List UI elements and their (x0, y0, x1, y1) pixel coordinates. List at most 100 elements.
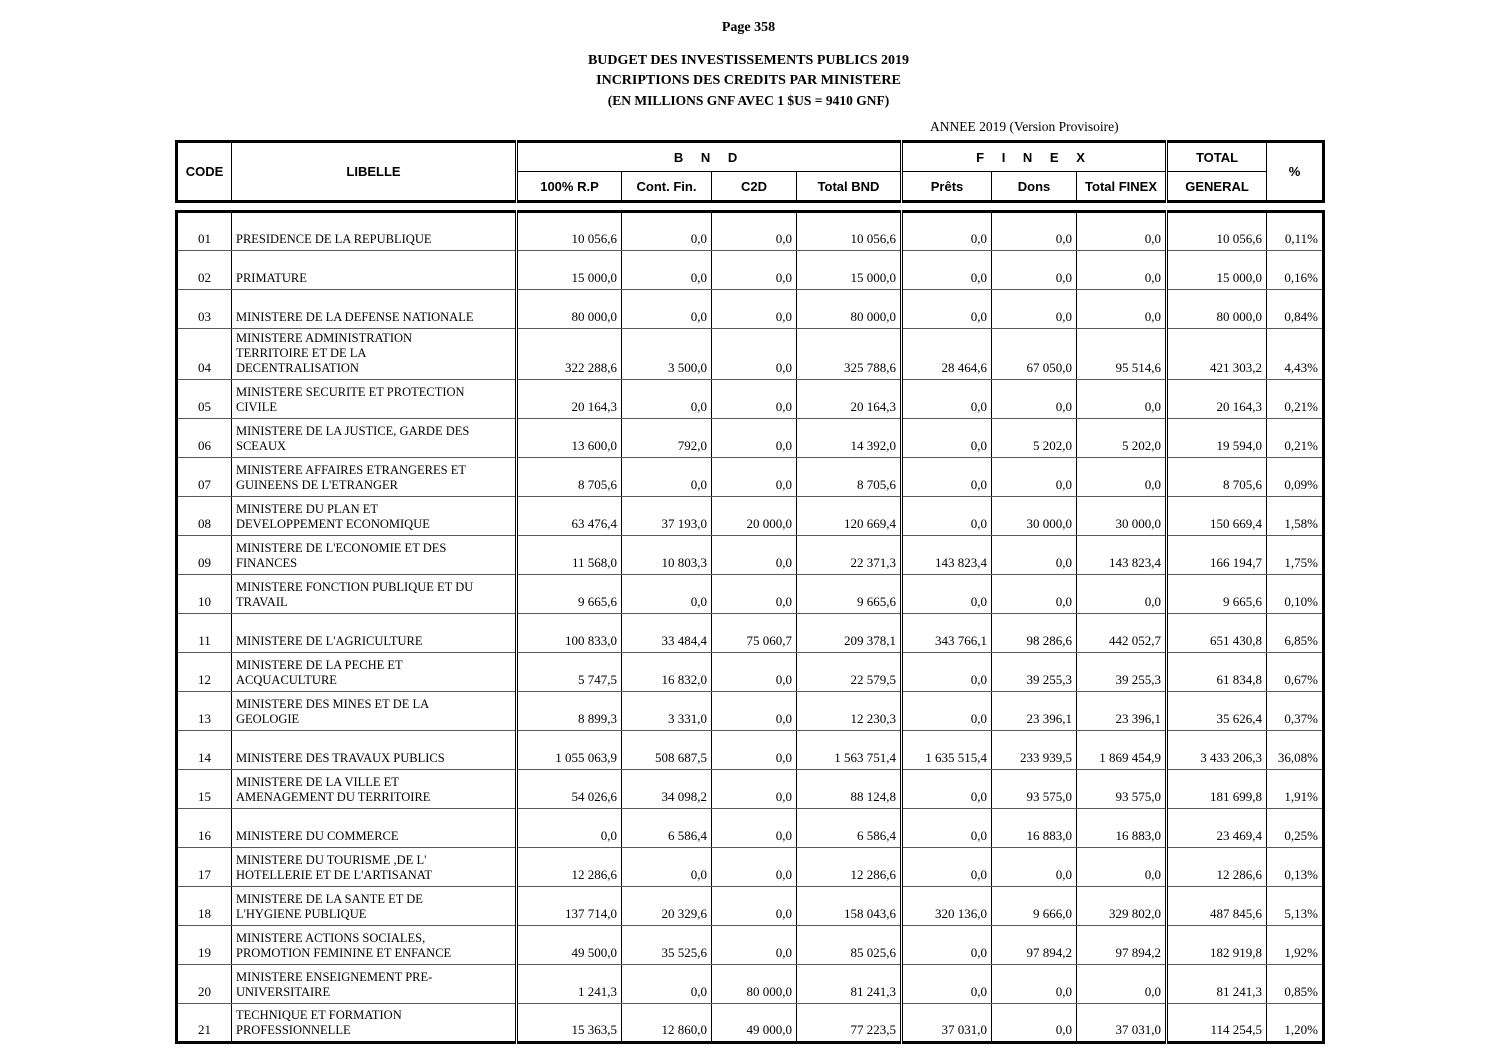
cell-100rp: 63 476,4 (515, 496, 622, 536)
table-row: 15 MINISTERE DE LA VILLE ET AMENAGEMENT … (176, 769, 1324, 809)
cell-100rp: 80 000,0 (515, 289, 622, 329)
cell-total-general: 150 669,4 (1165, 496, 1267, 536)
cell-cont-fin: 16 832,0 (621, 652, 712, 692)
cell-c2d: 49 000,0 (711, 1003, 797, 1043)
cell-cont-fin: 0,0 (621, 211, 712, 251)
cell-percent: 1,58% (1266, 496, 1324, 536)
col-header-100rp: 100% R.P (515, 171, 622, 202)
cell-percent: 5,13% (1266, 886, 1324, 926)
cell-total-finex: 16 883,0 (1076, 808, 1167, 848)
row-code: 19 (176, 925, 232, 965)
cell-100rp: 10 056,6 (515, 211, 622, 251)
row-libelle: MINISTERE DE LA DEFENSE NATIONALE (231, 289, 517, 329)
cell-total-bnd: 120 669,4 (796, 496, 902, 536)
cell-total-bnd: 88 124,8 (796, 769, 902, 809)
cell-c2d: 0,0 (711, 379, 797, 419)
cell-cont-fin: 0,0 (621, 250, 712, 290)
row-libelle: PRESIDENCE DE LA REPUBLIQUE (231, 211, 517, 251)
title-line-2: INCRIPTIONS DES CREDITS PAR MINISTERE (596, 73, 901, 88)
table-row: 13 MINISTERE DES MINES ET DE LA GEOLOGIE… (176, 691, 1324, 731)
cell-total-bnd: 22 579,5 (796, 652, 902, 692)
cell-total-bnd: 12 286,6 (796, 847, 902, 887)
cell-dons: 98 286,6 (991, 613, 1077, 653)
cell-percent: 1,92% (1266, 925, 1324, 965)
cell-total-general: 3 433 206,3 (1165, 730, 1267, 770)
cell-100rp: 137 714,0 (515, 886, 622, 926)
row-code: 16 (176, 808, 232, 848)
col-header-total-bnd: Total BND (795, 171, 903, 202)
cell-100rp: 13 600,0 (515, 418, 622, 458)
cell-total-finex: 0,0 (1076, 250, 1167, 290)
table-row: 08 MINISTERE DU PLAN ET DEVELOPPEMENT EC… (176, 496, 1324, 536)
col-header-prets: Prêts (900, 171, 993, 202)
row-code: 17 (176, 847, 232, 887)
cell-100rp: 11 568,0 (515, 535, 622, 575)
cell-total-general: 8 705,6 (1165, 457, 1267, 497)
cell-percent: 0,25% (1266, 808, 1324, 848)
table-row: 14 MINISTERE DES TRAVAUX PUBLICS 1 055 0… (176, 730, 1324, 770)
table-row: 18 MINISTERE DE LA SANTE ET DE L'HYGIENE… (176, 886, 1324, 926)
cell-c2d: 20 000,0 (711, 496, 797, 536)
cell-total-general: 421 303,2 (1165, 328, 1267, 380)
row-code: 20 (176, 964, 232, 1004)
header-row-groups: CODE LIBELLE B N D F I N E X TOTAL % (176, 141, 1325, 202)
table-row: 09 MINISTERE DE L'ECONOMIE ET DES FINANC… (176, 535, 1324, 575)
cell-c2d: 0,0 (711, 535, 797, 575)
cell-total-bnd: 80 000,0 (796, 289, 902, 329)
cell-prets: 28 464,6 (900, 328, 992, 380)
cell-percent: 0,16% (1266, 250, 1324, 290)
cell-dons: 0,0 (991, 250, 1077, 290)
cell-total-finex: 23 396,1 (1076, 691, 1167, 731)
col-group-bnd: B N D (514, 141, 903, 172)
table-row: 19 MINISTERE ACTIONS SOCIALES, PROMOTION… (176, 925, 1324, 965)
cell-percent: 4,43% (1266, 328, 1324, 380)
cell-dons: 23 396,1 (991, 691, 1077, 731)
cell-prets: 0,0 (900, 379, 992, 419)
cell-c2d: 75 060,7 (711, 613, 797, 653)
row-code: 21 (176, 1003, 232, 1043)
row-libelle: PRIMATURE (231, 250, 517, 290)
row-libelle: MINISTERE DU TOURISME ,DE L' HOTELLERIE … (231, 847, 517, 887)
cell-prets: 343 766,1 (900, 613, 992, 653)
cell-dons: 233 939,5 (991, 730, 1077, 770)
cell-total-bnd: 22 371,3 (796, 535, 902, 575)
title-line-3: (EN MILLIONS GNF AVEC 1 $US = 9410 GNF) (607, 93, 890, 108)
cell-total-bnd: 77 223,5 (796, 1003, 902, 1043)
cell-percent: 0,21% (1266, 418, 1324, 458)
cell-cont-fin: 35 525,6 (621, 925, 712, 965)
cell-total-general: 9 665,6 (1165, 574, 1267, 614)
cell-total-bnd: 15 000,0 (796, 250, 902, 290)
cell-percent: 0,37% (1266, 691, 1324, 731)
cell-dons: 5 202,0 (991, 418, 1077, 458)
table-row: 07 MINISTERE AFFAIRES ETRANGERES ET GUIN… (176, 457, 1324, 497)
row-libelle: MINISTERE SECURITE ET PROTECTION CIVILE (231, 379, 517, 419)
table-header: CODE LIBELLE B N D F I N E X TOTAL % 100… (175, 140, 1326, 203)
row-code: 11 (176, 613, 232, 653)
row-libelle: MINISTERE DE LA PECHE ET ACQUACULTURE (231, 652, 517, 692)
cell-dons: 0,0 (991, 535, 1077, 575)
cell-100rp: 1 055 063,9 (515, 730, 622, 770)
col-header-percent: % (1266, 141, 1325, 202)
cell-total-bnd: 158 043,6 (796, 886, 902, 926)
cell-total-bnd: 14 392,0 (796, 418, 902, 458)
cell-total-finex: 39 255,3 (1076, 652, 1167, 692)
table-row: 20 MINISTERE ENSEIGNEMENT PRE- UNIVERSIT… (176, 964, 1324, 1004)
row-libelle: MINISTERE DE LA VILLE ET AMENAGEMENT DU … (231, 769, 517, 809)
cell-c2d: 0,0 (711, 250, 797, 290)
cell-dons: 0,0 (991, 574, 1077, 614)
cell-c2d: 0,0 (711, 328, 797, 380)
cell-prets: 0,0 (900, 211, 992, 251)
col-header-libelle: LIBELLE (231, 141, 517, 202)
table-row: 04 MINISTERE ADMINISTRATION TERRITOIRE E… (176, 328, 1324, 380)
cell-percent: 0,21% (1266, 379, 1324, 419)
cell-total-finex: 0,0 (1076, 289, 1167, 329)
cell-prets: 320 136,0 (900, 886, 992, 926)
cell-dons: 0,0 (991, 964, 1077, 1004)
row-libelle: MINISTERE ENSEIGNEMENT PRE- UNIVERSITAIR… (231, 964, 517, 1004)
row-code: 15 (176, 769, 232, 809)
row-code: 05 (176, 379, 232, 419)
row-libelle: MINISTERE ACTIONS SOCIALES, PROMOTION FE… (231, 925, 517, 965)
cell-total-finex: 0,0 (1076, 211, 1167, 251)
cell-total-bnd: 325 788,6 (796, 328, 902, 380)
